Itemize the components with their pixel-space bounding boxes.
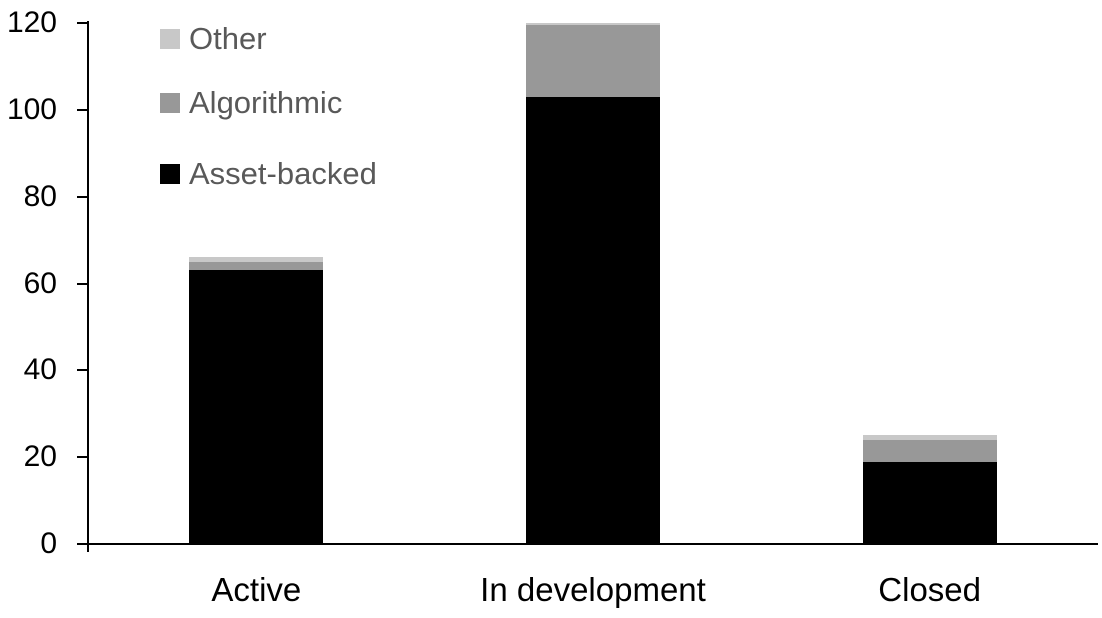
bar-segment-asset-backed-active	[189, 270, 324, 544]
legend-entry-asset-backed: Asset-backed	[160, 156, 377, 192]
legend-swatch-asset-backed	[160, 164, 180, 184]
bar-segment-algorithmic-in-development	[526, 25, 660, 97]
bar-segment-other-closed	[862, 435, 997, 440]
y-axis-tick-label: 80	[23, 179, 57, 213]
legend-label: Other	[189, 21, 267, 56]
legend-swatch-other	[160, 29, 180, 49]
y-axis-tick-label: 0	[40, 527, 57, 560]
y-axis-tick-mark	[77, 195, 88, 198]
legend-swatch-algorithmic	[160, 93, 180, 113]
y-axis-tick-mark	[77, 108, 88, 111]
y-axis-tick-mark	[77, 22, 88, 24]
bar-segment-algorithmic-closed	[862, 439, 997, 462]
bar-segment-asset-backed-closed	[862, 461, 997, 544]
y-axis-tick-label: 60	[23, 266, 57, 300]
y-axis-tick-label: 100	[6, 92, 57, 126]
y-axis-tick-label: 120	[6, 6, 57, 39]
bar-segment-other-in-development	[526, 23, 660, 26]
x-axis-label-active: Active	[211, 571, 302, 608]
legend-entry-algorithmic: Algorithmic	[160, 85, 342, 121]
y-axis-tick-label: 20	[23, 440, 57, 474]
y-axis-line	[87, 21, 89, 552]
y-axis-tick-mark	[77, 543, 88, 545]
x-axis-label-in-development: In development	[480, 571, 706, 608]
x-axis-line	[78, 543, 1098, 545]
y-axis-tick-mark	[77, 369, 88, 372]
bar-segment-algorithmic-active	[189, 261, 324, 271]
bar-segment-asset-backed-in-development	[526, 96, 660, 544]
y-axis-tick-mark	[77, 282, 88, 285]
legend-label: Asset-backed	[189, 156, 377, 191]
bar-segment-other-active	[189, 257, 324, 262]
y-axis-tick-label: 40	[23, 353, 57, 387]
legend-label: Algorithmic	[189, 85, 343, 120]
legend-entry-other: Other	[160, 21, 267, 57]
x-axis-label-closed: Closed	[878, 571, 982, 608]
y-axis-tick-mark	[77, 456, 88, 459]
